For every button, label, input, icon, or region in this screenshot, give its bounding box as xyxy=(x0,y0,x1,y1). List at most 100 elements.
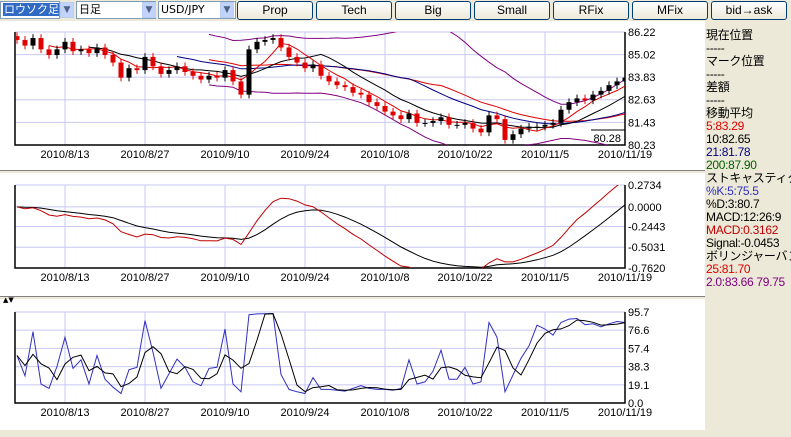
macd-plot xyxy=(16,185,625,268)
candle-body xyxy=(590,94,596,101)
toolbar: ロウソク足 ▼ 日足 ▼ USD/JPY ▼ Prop Tech Big Sma… xyxy=(0,0,791,21)
x-tick-label: 2010/8/27 xyxy=(121,149,170,161)
candle-body xyxy=(542,124,548,127)
chevron-down-icon[interactable]: ▼ xyxy=(220,2,234,18)
bid-ask-button[interactable]: bid→ask xyxy=(711,1,787,20)
candle-body xyxy=(102,47,108,56)
pair-select[interactable]: USD/JPY xyxy=(158,1,236,19)
candle-body xyxy=(446,117,452,125)
y-tick-label: 38.3 xyxy=(628,362,649,374)
big-button[interactable]: Big xyxy=(395,1,471,20)
current-position-label: 現在位置 xyxy=(706,28,753,42)
y-tick-label: 57.4 xyxy=(628,343,649,355)
candle-body xyxy=(150,56,156,67)
candle-body xyxy=(246,49,252,95)
candle-body xyxy=(606,85,612,91)
candle-body xyxy=(54,49,60,56)
signal-line xyxy=(16,204,625,268)
candle-body xyxy=(46,49,52,56)
axis-frame xyxy=(14,32,626,146)
bollinger-bands: 2.0:83.66 79.75 xyxy=(706,275,785,289)
candle-body xyxy=(382,105,388,112)
candle-body xyxy=(614,81,620,86)
y-tick-label: 0.0 xyxy=(628,398,643,410)
ma21-value: 21:81.78 xyxy=(706,145,751,159)
bollinger-lower xyxy=(208,84,609,145)
candle-body xyxy=(30,38,36,46)
candle-body xyxy=(78,49,84,52)
candle-body xyxy=(174,66,180,71)
axis-frame xyxy=(14,185,626,269)
candle-body xyxy=(214,75,220,78)
x-tick-label: 2010/8/13 xyxy=(41,149,90,161)
x-tick-label: 2010/8/13 xyxy=(41,272,90,284)
x-tick-label: 2010/9/24 xyxy=(281,407,330,419)
rfix-button[interactable]: RFix xyxy=(553,1,629,20)
candle-body xyxy=(526,126,532,129)
x-tick-label: 2010/11/19 xyxy=(598,272,652,284)
candle-body xyxy=(366,94,372,103)
candle-body xyxy=(438,117,444,122)
candle-body xyxy=(454,124,460,126)
y-tick-label: 80.23 xyxy=(628,140,656,152)
chart-area[interactable]: 2010/8/13 2010/8/27 2010/9/10 2010/9/24 2010… xyxy=(0,21,705,430)
x-tick-label: 2010/9/24 xyxy=(281,272,330,284)
stochastics-label: ストキャスティクス xyxy=(706,171,791,185)
moving-average-label: 移動平均 xyxy=(706,106,753,120)
candle-body xyxy=(622,77,625,82)
candle-body xyxy=(582,98,588,101)
x-tick-label: 2010/10/8 xyxy=(361,407,410,419)
tech-button[interactable]: Tech xyxy=(316,1,392,20)
x-tick-label: 2010/10/8 xyxy=(361,149,410,161)
candle-body xyxy=(390,111,396,116)
candle-body xyxy=(62,41,68,50)
candle-body xyxy=(70,41,76,52)
candle-body xyxy=(254,41,260,50)
panel-divider[interactable] xyxy=(0,170,705,173)
scrollbar[interactable] xyxy=(0,430,705,437)
mfix-button[interactable]: MFix xyxy=(632,1,708,20)
candle-body xyxy=(158,66,164,74)
prop-button[interactable]: Prop xyxy=(237,1,313,20)
axis-frame xyxy=(14,312,626,404)
y-tick-label: 95.7 xyxy=(628,307,649,319)
candle-body xyxy=(486,115,492,133)
candle-body xyxy=(238,81,244,95)
y-tick-label: 0.2734 xyxy=(628,180,662,192)
y-tick-label: -0.5031 xyxy=(628,242,665,254)
candle-body xyxy=(190,71,196,76)
x-tick-label: 2010/11/19 xyxy=(598,407,652,419)
chevron-down-icon[interactable]: ▼ xyxy=(60,2,74,18)
y-tick-label: 19.1 xyxy=(628,380,649,392)
candle-body xyxy=(182,66,188,72)
small-button[interactable]: Small xyxy=(474,1,550,20)
bollinger-label: ボリンジャーバンド xyxy=(706,249,791,263)
candle-body xyxy=(558,109,564,123)
candle-body xyxy=(278,38,284,48)
candle-body xyxy=(15,36,20,40)
period-select[interactable]: 日足 xyxy=(76,1,156,19)
candle-body xyxy=(206,75,212,80)
candle-body xyxy=(494,115,500,120)
x-tick-label: 2010/10/8 xyxy=(361,272,410,284)
candle-body xyxy=(534,126,540,128)
ma10-value: 10:82.65 xyxy=(706,132,751,146)
x-tick-label: 2010/11/19 xyxy=(598,149,652,161)
y-tick-label: 0.0000 xyxy=(628,202,662,214)
resize-arrows-icon[interactable]: ▲▼ xyxy=(3,296,14,304)
candle-body xyxy=(222,70,228,78)
chart-type-select[interactable]: ロウソク足 xyxy=(0,1,60,19)
candle-body xyxy=(262,39,268,42)
x-tick-label: 2010/9/10 xyxy=(201,149,250,161)
macd-line xyxy=(16,185,619,268)
macd-value: MACD:0.3162 xyxy=(706,223,779,237)
candle-body xyxy=(430,121,436,123)
macd-params: MACD:12:26:9 xyxy=(706,210,782,224)
candle-body xyxy=(230,70,236,82)
candle-body xyxy=(414,113,420,123)
chevron-down-icon[interactable]: ▼ xyxy=(142,2,156,18)
candle-body xyxy=(566,102,572,110)
candle-body xyxy=(302,62,308,69)
panel-divider[interactable] xyxy=(0,296,705,299)
candle-body xyxy=(462,122,468,125)
